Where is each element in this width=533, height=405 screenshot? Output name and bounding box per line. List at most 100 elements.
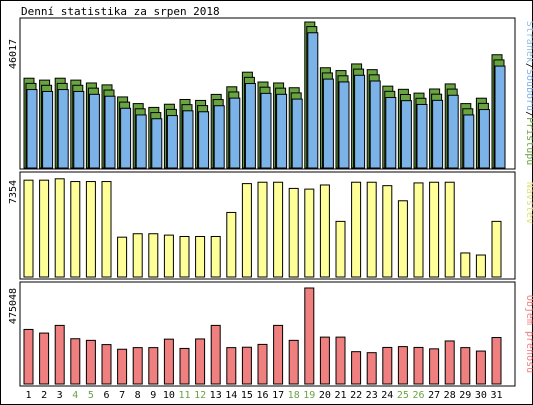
day-label-25: 25 [397,390,409,401]
day-label-24: 24 [381,390,393,401]
visits-bar-day-29 [460,252,471,278]
day-label-10: 10 [163,390,175,401]
pages-bar-day-22 [354,74,366,169]
transfer-bar-day-28 [444,340,455,385]
visits-bar-day-21 [335,220,346,278]
day-label-31: 31 [490,390,502,401]
transfer-bar-day-17 [273,324,284,385]
pages-bar-day-15 [244,83,256,169]
pages-bar-day-4 [73,90,85,169]
traffic-side-label-sep1: / [524,63,533,69]
day-label-19: 19 [303,390,315,401]
pages-bar-day-18 [291,98,303,169]
visits-side-label-text: Návštěv [524,182,533,224]
day-label-20: 20 [319,390,331,401]
visits-bar-day-27 [429,181,440,278]
day-label-28: 28 [444,390,456,401]
transfer-panel: 475048 Objem přenosu [8,281,533,387]
traffic-bars [23,21,506,169]
day-axis-labels: 1 2 3 4 5 6 7 8 9 10 11 12 13 14 15 16 17 18 19 20 21 22 23 24 2… [25,390,502,401]
day-label-17: 17 [272,390,284,401]
day-label-5: 5 [88,390,94,401]
transfer-bar-day-2 [39,332,50,385]
transfer-bar-day-13 [210,324,221,385]
visits-bar-day-15 [241,183,252,278]
visits-panel: 7354 Návštěv [8,171,533,280]
visits-bar-day-18 [288,187,299,278]
visits-bar-day-16 [257,181,268,278]
day-label-2: 2 [41,390,47,401]
pages-bar-day-31 [494,65,506,169]
pages-bar-day-16 [260,92,272,169]
visits-side-label: Návštěv [524,182,533,224]
transfer-bar-day-5 [85,339,96,385]
visits-bar-day-13 [210,235,221,278]
transfer-bar-day-30 [475,350,486,385]
pages-bar-day-5 [88,93,100,169]
transfer-bar-day-12 [195,338,206,385]
visits-max-label: 7354 [8,180,19,204]
visits-bar-day-2 [39,179,50,278]
transfer-bar-day-10 [163,338,174,385]
visits-bar-day-3 [54,178,65,278]
traffic-side-label-sep2: / [524,111,533,117]
pages-bar-day-1 [26,89,38,169]
pages-bar-day-20 [322,78,334,169]
pages-bar-day-12 [198,111,210,169]
traffic-panel: 46017 Stránek/Souborů/Přístupů [8,17,533,170]
transfer-bars [23,287,502,385]
day-label-9: 9 [150,390,156,401]
transfer-bar-day-22 [351,351,362,385]
day-label-30: 30 [475,390,487,401]
day-label-21: 21 [334,390,346,401]
visits-bar-day-28 [444,181,455,278]
visits-bar-day-11 [179,235,190,278]
visits-bar-day-26 [413,182,424,278]
transfer-bar-day-6 [101,344,112,385]
day-label-15: 15 [241,390,253,401]
transfer-bar-day-21 [335,336,346,385]
pages-bar-day-17 [276,93,288,169]
visits-bar-day-1 [23,179,34,278]
day-label-22: 22 [350,390,362,401]
pages-bar-day-21 [338,81,350,169]
transfer-bar-day-23 [366,352,377,385]
visits-bar-day-20 [319,184,330,278]
visits-bar-day-23 [366,181,377,278]
chart-title: Denní statistika za srpen 2018 [21,5,220,18]
day-label-18: 18 [288,390,300,401]
visits-bar-day-19 [304,188,315,278]
pages-bar-day-19 [307,32,319,169]
transfer-bar-day-4 [70,338,81,385]
visits-bar-day-14 [226,211,237,278]
transfer-bar-day-11 [179,347,190,385]
pages-bar-day-8 [135,114,147,169]
visits-bar-day-24 [382,185,393,278]
pages-bar-day-28 [447,94,459,169]
pages-bar-day-7 [120,107,132,169]
visits-bar-day-9 [148,233,159,278]
transfer-bar-day-18 [288,339,299,385]
day-label-6: 6 [103,390,109,401]
traffic-side-label-pages: Stránek [524,21,533,63]
transfer-bar-day-25 [397,346,408,385]
transfer-bar-day-27 [429,348,440,385]
visits-bar-day-10 [163,234,174,278]
pages-bar-day-30 [478,109,490,169]
visits-bar-day-4 [70,181,81,278]
day-label-23: 23 [366,390,378,401]
transfer-bar-day-1 [23,328,34,385]
transfer-bar-day-15 [241,346,252,385]
visits-bar-day-17 [273,181,284,278]
day-label-16: 16 [256,390,268,401]
pages-bar-day-9 [151,118,163,169]
traffic-side-label: Stránek/Souborů/Přístupů [524,21,533,166]
visits-bar-day-6 [101,181,112,278]
transfer-bar-day-14 [226,347,237,385]
pages-bar-day-10 [166,115,178,169]
day-label-8: 8 [135,390,141,401]
transfer-bar-day-29 [460,347,471,385]
transfer-bar-day-16 [257,343,268,385]
day-label-29: 29 [459,390,471,401]
